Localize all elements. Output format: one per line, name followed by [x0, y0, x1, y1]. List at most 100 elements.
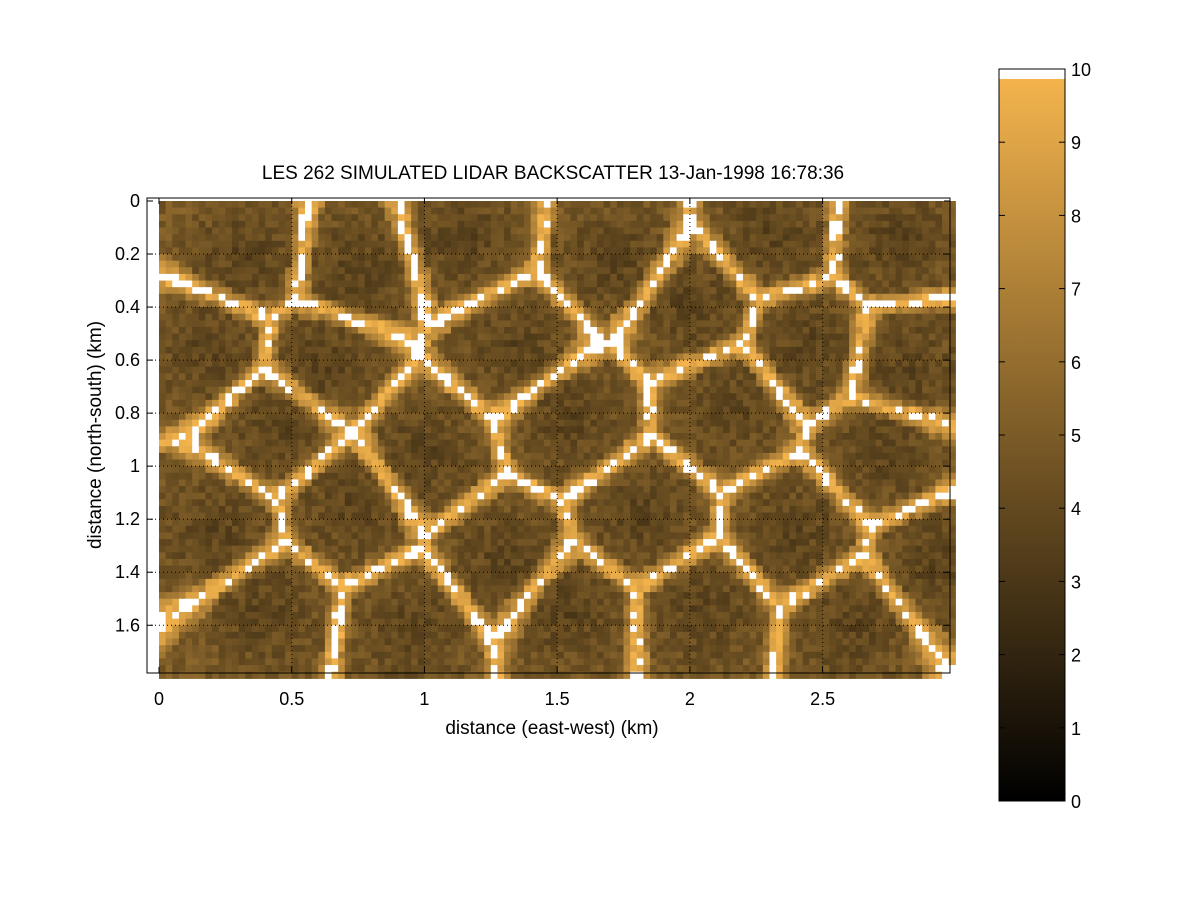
heatmap-cell [444, 280, 452, 288]
heatmap-cell [537, 439, 545, 447]
heatmap-cell [338, 340, 346, 348]
heatmap-cell [623, 201, 631, 209]
heatmap-cell [404, 307, 412, 315]
heatmap-cell [570, 353, 578, 361]
heatmap-cell [716, 419, 724, 427]
heatmap-cell [742, 267, 751, 275]
heatmap-cell [749, 399, 757, 408]
heatmap-cell [835, 346, 844, 355]
heatmap-cell [796, 240, 804, 249]
heatmap-cell [829, 227, 837, 235]
heatmap-cell [377, 366, 386, 374]
heatmap-cell [809, 234, 817, 242]
heatmap-cell [729, 320, 737, 328]
heatmap-cell [742, 379, 751, 388]
heatmap-cell [543, 247, 552, 255]
heatmap-cell [875, 353, 883, 361]
heatmap-cell [331, 267, 339, 275]
heatmap-cell [298, 366, 306, 374]
heatmap-cell [431, 333, 439, 341]
heatmap-cell [882, 267, 890, 275]
heatmap-cell [464, 326, 472, 335]
heatmap-cell [776, 366, 784, 374]
heatmap-cell [391, 340, 399, 348]
heatmap-cell [643, 360, 651, 368]
heatmap-cell [490, 439, 499, 447]
heatmap-cell [324, 433, 333, 441]
heatmap-cell [809, 280, 817, 288]
heatmap-cell [928, 220, 937, 229]
heatmap-cell [855, 340, 864, 348]
heatmap-cell [563, 207, 572, 215]
heatmap-cell [477, 353, 485, 361]
heatmap-cell [371, 413, 379, 421]
heatmap-cell [251, 240, 260, 249]
heatmap-cell [470, 201, 479, 209]
heatmap-cell [922, 293, 930, 302]
heatmap-cell [517, 220, 525, 229]
heatmap-cell [218, 379, 226, 388]
heatmap-cell [935, 267, 943, 275]
heatmap-cell [809, 320, 817, 328]
heatmap-cell [338, 353, 346, 361]
heatmap-cell [291, 366, 299, 374]
heatmap-cell [908, 386, 917, 394]
heatmap-cell [192, 433, 200, 441]
heatmap-cell [159, 201, 167, 209]
heatmap-cell [318, 413, 326, 421]
heatmap-cell [510, 433, 518, 441]
heatmap-cell [377, 300, 386, 308]
heatmap-cell [809, 446, 817, 454]
heatmap-cell [643, 340, 651, 348]
heatmap-cell [238, 373, 246, 381]
heatmap-cell [344, 333, 353, 341]
heatmap-cell [696, 386, 704, 394]
heatmap-cell [583, 326, 591, 335]
heatmap-cell [404, 366, 412, 374]
heatmap-cell [517, 459, 525, 467]
heatmap-cell [689, 452, 698, 461]
heatmap-cell [756, 386, 764, 394]
heatmap-cell [942, 307, 950, 315]
heatmap-cell [344, 406, 353, 414]
heatmap-cell [351, 373, 359, 381]
heatmap-cell [835, 419, 844, 427]
heatmap-cell [656, 260, 664, 268]
heatmap-cell [185, 446, 193, 454]
heatmap-cell [756, 439, 764, 447]
heatmap-cell [596, 227, 605, 235]
heatmap-cell [776, 227, 784, 235]
heatmap-cell [908, 419, 917, 427]
heatmap-cell [218, 399, 226, 408]
heatmap-cell [616, 413, 625, 421]
heatmap-cell [172, 326, 180, 335]
heatmap-cell [643, 406, 651, 414]
heatmap-cell [225, 340, 233, 348]
heatmap-cell [742, 254, 751, 262]
heatmap-cell [729, 260, 737, 268]
heatmap-cell [285, 300, 293, 308]
heatmap-cell [523, 399, 532, 408]
heatmap-cell [915, 386, 923, 394]
heatmap-cell [324, 227, 333, 235]
heatmap-cell [537, 287, 545, 295]
heatmap-cell [776, 466, 784, 474]
heatmap-cell [696, 452, 704, 461]
heatmap-cell [736, 393, 744, 401]
heatmap-cell [497, 472, 505, 481]
heatmap-cell [895, 214, 903, 222]
heatmap-cell [351, 419, 359, 427]
heatmap-cell [935, 433, 943, 441]
heatmap-cell [358, 413, 366, 421]
heatmap-cell [431, 406, 439, 414]
heatmap-cell [457, 227, 465, 235]
heatmap-cell [523, 201, 532, 209]
heatmap-cell [291, 287, 299, 295]
heatmap-cell [324, 346, 333, 355]
heatmap-cell [185, 254, 193, 262]
heatmap-cell [411, 287, 419, 295]
heatmap-cell [291, 320, 299, 328]
heatmap-cell [437, 413, 445, 421]
heatmap-cell [530, 373, 538, 381]
heatmap-cell [696, 254, 704, 262]
